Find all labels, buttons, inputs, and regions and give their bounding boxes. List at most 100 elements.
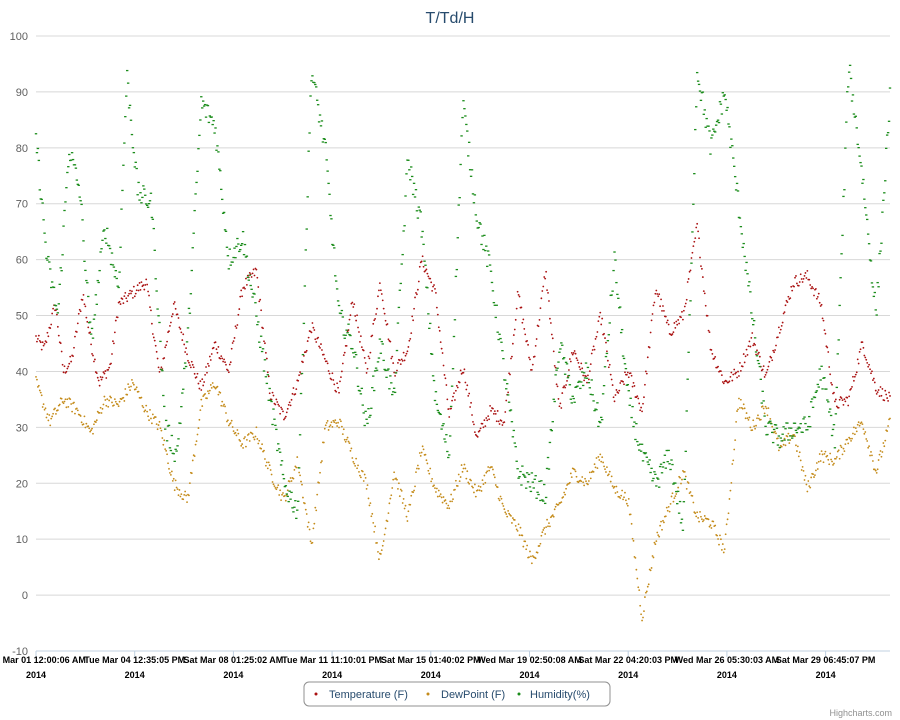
dewpoint-point [245, 438, 248, 441]
temperature-point [644, 370, 647, 373]
humidity-point [349, 334, 352, 337]
dewpoint-point [855, 430, 858, 433]
temperature-point [205, 366, 207, 368]
dewpoint-point [339, 418, 341, 421]
humidity-point [536, 491, 539, 493]
dewpoint-point [758, 417, 760, 420]
dewpoint-point [838, 457, 841, 460]
temperature-point [266, 371, 269, 374]
temperature-point [770, 356, 773, 359]
temperature-point [165, 344, 168, 347]
dewpoint-point [367, 497, 370, 500]
temperature-point [473, 431, 476, 434]
temperature-point [310, 331, 313, 334]
dewpoint-point [853, 426, 855, 429]
humidity-point [432, 379, 436, 382]
dewpoint-point [134, 388, 137, 391]
temperature-point [490, 409, 492, 412]
legend[interactable]: Temperature (F) DewPoint (F) Humidity(%) [303, 681, 611, 707]
humidity-point [329, 214, 332, 217]
dewpoint-point [584, 477, 586, 480]
legend-item-dewpoint[interactable]: DewPoint (F) [426, 689, 506, 701]
credits-link[interactable]: Highcharts.com [829, 708, 892, 718]
dewpoint-point [224, 405, 226, 408]
humidity-point [613, 251, 616, 253]
legend-item-temperature[interactable]: Temperature (F) [314, 689, 408, 701]
dewpoint-point [735, 420, 738, 423]
series-humidity [34, 64, 892, 531]
dewpoint-point [209, 384, 212, 386]
temperature-point [169, 325, 171, 327]
humidity-point [484, 249, 487, 252]
humidity-point [871, 286, 875, 288]
dewpoint-point [382, 540, 385, 542]
humidity-point [391, 391, 395, 393]
humidity-point [806, 429, 809, 431]
dewpoint-point [754, 427, 757, 430]
temperature-point [701, 267, 703, 270]
legend-label-dewpoint[interactable]: DewPoint (F) [441, 689, 505, 701]
temperature-point [817, 292, 820, 295]
dewpoint-point [802, 469, 805, 472]
temperature-point [626, 371, 629, 374]
humidity-point [859, 161, 862, 164]
humidity-point [672, 483, 675, 485]
humidity-point [597, 425, 600, 428]
temperature-point [343, 351, 346, 354]
temperature-point [720, 370, 722, 373]
temperature-point [257, 286, 260, 288]
temperature-point [401, 359, 404, 362]
dewpoint-point [603, 465, 605, 468]
dewpoint-point [376, 542, 378, 544]
legend-label-humidity[interactable]: Humidity(%) [530, 689, 590, 701]
humidity-point [601, 393, 605, 395]
humidity-point [325, 159, 328, 161]
dewpoint-point [358, 470, 360, 473]
temperature-point [720, 374, 723, 377]
dewpoint-point [836, 450, 839, 453]
temperature-point [569, 360, 572, 363]
temperature-point [521, 321, 524, 324]
dewpoint-point [146, 410, 149, 413]
temperature-point [612, 396, 615, 399]
humidity-point [534, 475, 537, 477]
temperature-point [663, 309, 665, 312]
humidity-point [604, 355, 608, 358]
temperature-point [638, 402, 641, 405]
legend-label-temperature[interactable]: Temperature (F) [329, 689, 408, 701]
dewpoint-point [163, 439, 166, 442]
dewpoint-point [327, 429, 330, 431]
humidity-point [814, 391, 818, 393]
dewpoint-point [132, 383, 135, 386]
temperature-point [90, 343, 92, 346]
temperature-point [660, 298, 662, 301]
dewpoint-point [655, 540, 658, 543]
humidity-point [235, 245, 238, 248]
humidity-point [288, 490, 291, 492]
humidity-point [242, 253, 246, 256]
humidity-point [535, 497, 538, 499]
legend-item-humidity[interactable]: Humidity(%) [517, 689, 590, 701]
dewpoint-point [116, 403, 119, 406]
humidity-point [416, 217, 420, 219]
humidity-point [807, 425, 810, 428]
temperature-point [375, 313, 377, 315]
dewpoint-point [547, 525, 549, 528]
humidity-point [189, 293, 193, 295]
humidity-point [396, 322, 400, 324]
humidity-point [652, 477, 655, 480]
humidity-point [340, 309, 344, 312]
humidity-point [696, 80, 700, 82]
humidity-point [850, 100, 854, 102]
dewpoint-point [381, 544, 384, 547]
temperature-point [672, 331, 675, 334]
temperature-point [82, 293, 85, 296]
humidity-point [649, 471, 652, 474]
humidity-point [667, 449, 670, 452]
temperature-point [640, 406, 643, 409]
humidity-point [751, 318, 754, 320]
dewpoint-point [483, 474, 486, 477]
dewpoint-point [507, 509, 510, 512]
temperature-point [405, 352, 408, 355]
dewpoint-point [474, 495, 477, 498]
